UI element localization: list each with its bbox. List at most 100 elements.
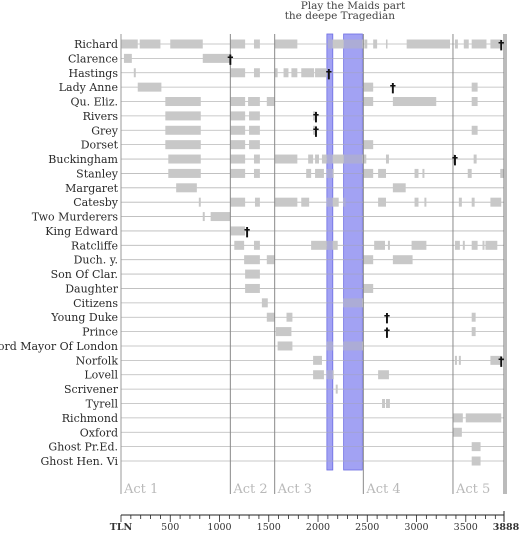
appearance-bar xyxy=(343,197,346,207)
appearance-bar xyxy=(283,68,289,78)
appearance-bar xyxy=(165,111,201,121)
appearance-bar xyxy=(137,82,162,92)
appearance-bar xyxy=(326,197,339,207)
appearance-bar xyxy=(202,212,205,222)
death-markers: ††††††††††† xyxy=(227,38,504,368)
appearance-bar xyxy=(308,154,314,164)
appearance-bar xyxy=(311,240,327,250)
appearance-bar xyxy=(327,39,364,49)
character-label: Ratcliffe xyxy=(71,239,118,252)
appearance-bar xyxy=(306,168,312,178)
appearance-bar xyxy=(326,341,333,351)
act-label: Act 1 xyxy=(123,482,158,497)
appearance-bar xyxy=(327,68,330,78)
appearance-bar xyxy=(343,341,364,351)
appearance-bar xyxy=(248,97,260,107)
appearance-bar xyxy=(471,82,478,92)
act-label: Act 4 xyxy=(365,482,400,497)
x-tick-label: 3000 xyxy=(404,522,428,533)
appearance-bar xyxy=(261,298,268,308)
appearance-bar xyxy=(165,97,201,107)
x-axis: 500 1000 1500 2000 2500 3000 3500 TLN 3888 xyxy=(110,511,520,533)
appearance-bar xyxy=(326,154,364,164)
act-dividers: Act 1 Act 2 Act 3 Act 4 Act 5 xyxy=(120,34,507,497)
character-label: Stanley xyxy=(76,167,119,180)
character-label: Clarence xyxy=(68,52,118,65)
x-axis-unit-label: TLN xyxy=(110,522,133,533)
appearance-bar xyxy=(133,68,136,78)
character-label: Ghost Pr.Ed. xyxy=(48,441,118,454)
character-label: Buckingham xyxy=(48,153,118,166)
x-tick-label: 500 xyxy=(161,522,179,533)
appearance-bar xyxy=(458,355,461,365)
appearance-bar xyxy=(266,255,275,265)
appearance-bar xyxy=(471,240,478,250)
appearance-bar xyxy=(363,283,374,293)
highlight-band xyxy=(326,33,334,471)
character-label: Citizens xyxy=(73,297,118,310)
act-label: Act 3 xyxy=(277,482,312,497)
appearance-bar xyxy=(277,341,293,351)
appearance-bar xyxy=(363,97,374,107)
appearance-bar xyxy=(387,240,390,250)
character-label: Young Duke xyxy=(50,311,118,324)
appearance-bar xyxy=(454,355,457,365)
x-tick-label: 2000 xyxy=(306,522,330,533)
appearance-bar xyxy=(471,125,478,135)
appearance-bar xyxy=(462,240,465,250)
appearance-bar xyxy=(230,168,246,178)
appearance-bar xyxy=(422,168,425,178)
appearance-bar xyxy=(274,197,298,207)
appearance-bar xyxy=(463,39,469,49)
appearance-bar xyxy=(275,327,292,337)
appearance-bar xyxy=(471,456,481,466)
appearance-bar xyxy=(406,39,451,49)
appearance-bar xyxy=(254,197,260,207)
appearance-bar xyxy=(274,68,278,78)
act-label: Act 2 xyxy=(232,482,267,497)
appearance-bar xyxy=(392,255,413,265)
appearance-bar xyxy=(253,168,260,178)
death-dagger-icon: † xyxy=(313,110,319,124)
appearance-bar xyxy=(335,384,338,394)
appearance-bar xyxy=(471,312,476,322)
appearance-bar xyxy=(326,168,334,178)
appearance-bar xyxy=(490,39,502,49)
highlight-label: the deepe Tragedian xyxy=(285,10,396,22)
appearance-bar xyxy=(313,370,324,380)
appearance-bar xyxy=(471,327,476,337)
appearance-bar xyxy=(385,154,389,164)
appearance-bar xyxy=(230,111,246,121)
character-label: Dorset xyxy=(81,139,119,152)
appearance-bar xyxy=(326,240,338,250)
character-label: Norfolk xyxy=(76,354,119,367)
character-label: King Edward xyxy=(45,225,118,238)
appearance-bar xyxy=(485,240,498,250)
appearance-bar xyxy=(266,312,275,322)
appearance-bar xyxy=(467,168,472,178)
appearance-bar xyxy=(315,154,320,164)
character-row-lines xyxy=(121,43,504,462)
appearance-bar xyxy=(385,399,390,408)
appearance-bar xyxy=(230,226,246,236)
appearance-bar xyxy=(364,39,368,49)
appearance-bar xyxy=(378,197,386,207)
character-label: Grey xyxy=(91,124,119,137)
appearance-bar xyxy=(123,53,132,63)
x-axis-end-label: 3888 xyxy=(493,522,520,533)
appearance-bar xyxy=(249,125,260,135)
character-label: Lady Anne xyxy=(59,81,118,94)
character-label: Son Of Clar. xyxy=(51,268,118,281)
appearance-bar xyxy=(230,197,246,207)
appearance-bar xyxy=(253,39,260,49)
character-label: Margaret xyxy=(65,182,118,195)
appearance-bar xyxy=(374,240,386,250)
appearance-bar xyxy=(452,154,455,164)
appearance-bar xyxy=(165,140,201,150)
appearance-bar xyxy=(373,39,378,49)
appearance-bar xyxy=(139,39,161,49)
appearance-bar xyxy=(253,240,260,250)
character-label: Oxford xyxy=(80,426,118,439)
character-label: Tyrell xyxy=(86,398,119,411)
